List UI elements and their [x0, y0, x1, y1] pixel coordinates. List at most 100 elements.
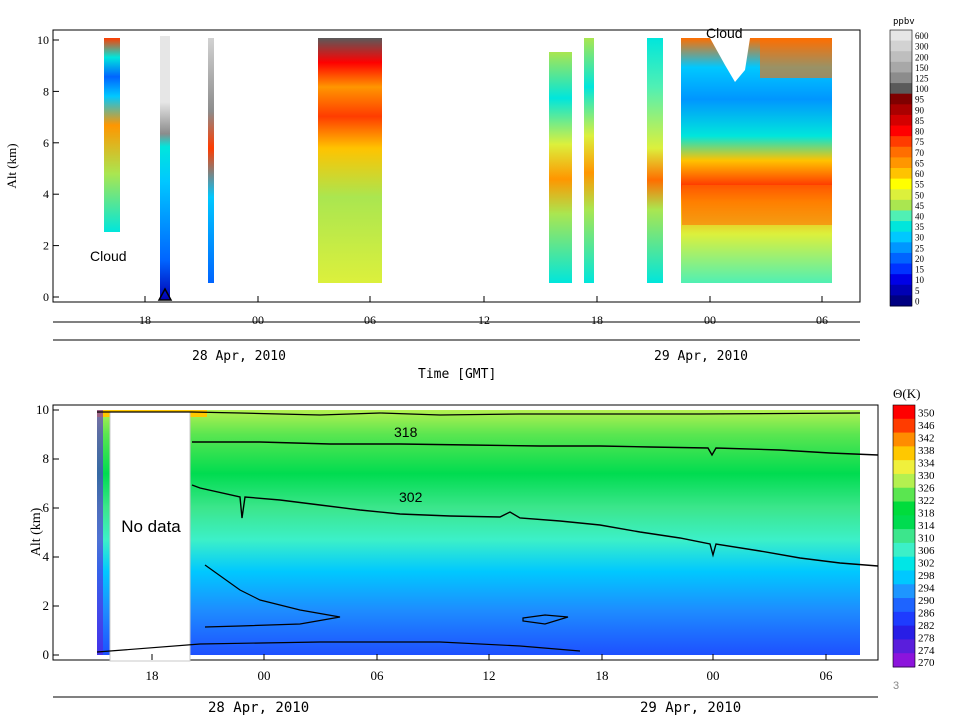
- ozone-cbar-swatch-19: [890, 231, 912, 243]
- theta-date-label-29: 29 Apr, 2010: [640, 700, 741, 716]
- ozone-cbar-label-21: 20: [915, 254, 925, 264]
- ozone-cbar-swatch-20: [890, 242, 912, 254]
- ozone-cbar-label-2: 200: [915, 52, 929, 62]
- theta-y-tick-label-6: 6: [43, 500, 50, 515]
- theta-x-tick-label-5: 00: [707, 668, 720, 683]
- theta-y-axis: 0 2 4 6 8 10: [36, 402, 59, 662]
- ozone-date-label-29: 29 Apr, 2010: [654, 349, 748, 364]
- no-data-label-text: No data: [121, 517, 181, 536]
- theta-cbar-label-8: 318: [918, 508, 935, 520]
- ozone-cbar-swatch-22: [890, 263, 912, 275]
- ozone-cbar-swatch-6: [890, 93, 912, 105]
- theta-cbar-label-19: 274: [918, 645, 935, 657]
- contour-318: [192, 441, 879, 457]
- theta-cbar-label-7: 322: [918, 495, 935, 507]
- contour-lower: [204, 564, 341, 628]
- theta-cbar-label-12: 302: [918, 557, 935, 569]
- ozone-colorbar-title: ppbv: [893, 17, 915, 27]
- theta-cbar-label-1: 346: [918, 420, 935, 432]
- ozone-curtain-6: [584, 38, 594, 283]
- ozone-cbar-swatch-4: [890, 72, 912, 84]
- ozone-cbar-label-22: 15: [915, 265, 925, 275]
- ozone-y-tick-label-0: 0: [43, 290, 49, 304]
- ozone-cbar-label-0: 600: [915, 31, 929, 41]
- ozone-x-tick-label-2: 06: [364, 313, 376, 327]
- ozone-curtain-7: [647, 38, 663, 283]
- cloud-label-right: Cloud: [706, 25, 743, 41]
- ozone-cbar-label-7: 90: [915, 105, 925, 115]
- ozone-band-mid: [682, 185, 832, 225]
- ozone-colorbar: ppbv 60030020015012510095908580757065605…: [889, 17, 929, 307]
- ozone-y-tick-label-10: 10: [37, 33, 49, 47]
- contour-label-302: 302: [399, 489, 423, 505]
- contour-small: [522, 614, 569, 625]
- ozone-cbar-label-15: 50: [915, 190, 925, 200]
- theta-cbar-swatch-6: [893, 487, 915, 503]
- ozone-cbar-swatch-2: [890, 51, 912, 63]
- ozone-cbar-label-9: 80: [915, 127, 925, 137]
- theta-cbar-swatch-3: [893, 446, 915, 461]
- ozone-cbar-frame: [889, 29, 913, 307]
- ozone-cbar-label-4: 125: [915, 73, 929, 83]
- ozone-x-tick-label-4: 18: [591, 313, 603, 327]
- ozone-cbar-label-18: 35: [915, 222, 925, 232]
- ozone-x-tick-label-6: 06: [816, 313, 828, 327]
- ozone-cbar-label-8: 85: [915, 116, 925, 126]
- ozone-cbar-label-19: 30: [915, 233, 925, 243]
- contour-label-318: 318: [394, 424, 418, 440]
- theta-cbar-swatch-0: [893, 405, 915, 420]
- ozone-cbar-swatch-18: [890, 221, 912, 233]
- ozone-y-tick-label-8: 8: [43, 84, 49, 98]
- ozone-cbar-swatch-23: [890, 274, 912, 286]
- theta-y-tick-label-10: 10: [36, 402, 49, 417]
- ozone-curtain-3: [208, 38, 214, 283]
- theta-y-tick-label-4: 4: [43, 549, 50, 564]
- ozone-cbar-swatch-5: [890, 83, 912, 95]
- ozone-x-tick-label-5: 00: [704, 313, 716, 327]
- ozone-cbar-swatch-3: [890, 61, 912, 73]
- theta-y-tick-label-8: 8: [43, 451, 50, 466]
- theta-cbar-label-15: 290: [918, 595, 935, 607]
- ozone-cbar-label-20: 25: [915, 243, 925, 253]
- ozone-cbar-swatch-11: [890, 146, 912, 158]
- ozone-cbar-swatch-7: [890, 104, 912, 116]
- theta-cbar-swatch-4: [893, 460, 915, 475]
- ozone-cbar-swatch-15: [890, 189, 912, 201]
- theta-cbar-label-10: 310: [918, 532, 935, 544]
- ozone-curtain-1: [104, 38, 120, 232]
- ozone-cbar-swatch-10: [890, 136, 912, 148]
- theta-x-tick-label-0: 18: [146, 668, 159, 683]
- ozone-x-tick-label-1: 00: [252, 313, 264, 327]
- ozone-y-tick-label-2: 2: [43, 239, 49, 253]
- theta-cbar-swatch-18: [893, 653, 915, 668]
- ozone-cbar-swatch-0: [890, 30, 912, 42]
- ozone-x-tick-label-3: 12: [478, 313, 490, 327]
- theta-x-axis: 18 00 06 12 18 00 06: [146, 654, 833, 683]
- ozone-curtains: [104, 36, 832, 300]
- theta-cbar-label-17: 282: [918, 620, 935, 632]
- theta-cbar-label-18: 278: [918, 632, 935, 644]
- ozone-curtain-4: [318, 38, 382, 283]
- ozone-cbar-swatch-24: [890, 284, 912, 296]
- ozone-y-axis: 0 2 4 6 8 10: [37, 33, 59, 304]
- theta-cbar-swatch-1: [893, 418, 915, 434]
- ozone-curtain-2: [160, 36, 170, 300]
- theta-y-tick-label-2: 2: [43, 598, 50, 613]
- theta-cbar-swatch-2: [893, 432, 915, 447]
- ozone-cbar-label-17: 40: [915, 211, 925, 221]
- theta-cbar-swatch-15: [893, 611, 915, 627]
- theta-cbar-swatch-11: [893, 556, 915, 571]
- no-data-label: No data: [121, 517, 181, 536]
- slide-number: 3: [893, 680, 900, 692]
- ozone-cbar-swatch-17: [890, 210, 912, 222]
- theta-cbar-swatch-17: [893, 639, 915, 654]
- ozone-x-axis: 18 00 06 12 18 00 06: [139, 296, 828, 327]
- contour-upper: [97, 411, 861, 416]
- theta-cbar-frame: [892, 404, 916, 668]
- ozone-curtain-8: [681, 38, 832, 283]
- ozone-cbar-swatch-16: [890, 199, 912, 211]
- theta-cbar-label-5: 330: [918, 470, 935, 482]
- theta-cbar-swatch-7: [893, 501, 915, 516]
- ozone-cbar-swatch-12: [890, 157, 912, 169]
